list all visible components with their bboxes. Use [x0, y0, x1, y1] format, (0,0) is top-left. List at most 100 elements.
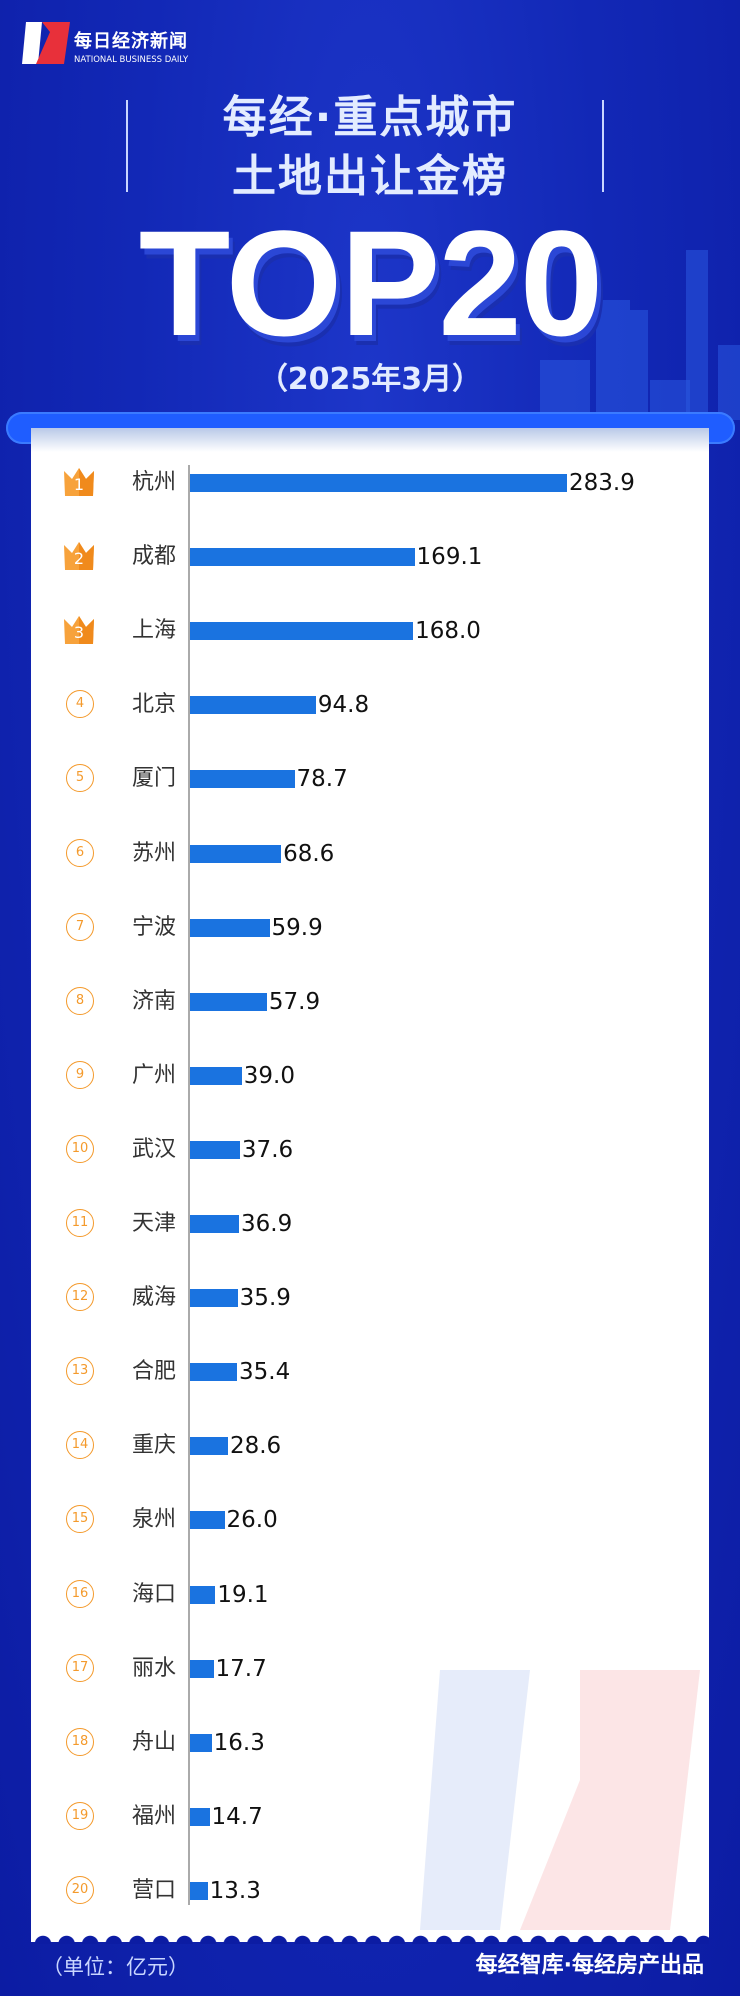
bar-row: 4 北京 94.8	[0, 685, 740, 725]
bar-category-label: 厦门	[132, 766, 177, 792]
headline: TOP20	[138, 199, 604, 367]
bar-row: 17 丽水 17.7	[0, 1649, 740, 1689]
bar-value-label: 35.9	[239, 1285, 291, 1312]
bar-row: 8 济南 57.9	[0, 982, 740, 1022]
crown-icon	[64, 542, 94, 571]
bar-value-label: 168.0	[415, 618, 481, 645]
bar-category-label: 福州	[132, 1803, 177, 1829]
rank-badge: 5	[66, 764, 94, 793]
period: （2025年3月）	[257, 362, 483, 397]
bar-category-label: 宁波	[132, 914, 177, 940]
chart-card	[31, 428, 709, 1942]
bar-value-label: 13.3	[209, 1877, 261, 1904]
title-line2: 土地出让金榜	[232, 151, 508, 202]
credit-label: 每经智库·每经房产出品	[475, 1953, 704, 1978]
title-divider-left	[126, 100, 128, 192]
rank-badge: 10	[66, 1134, 94, 1163]
bar-row: 2 成都 169.1	[0, 537, 740, 577]
bar-category-label: 杭州	[132, 470, 177, 495]
bar	[190, 1289, 238, 1308]
bar-value-label: 35.4	[239, 1359, 291, 1386]
rank-badge: 14	[66, 1431, 94, 1460]
bar-value-label: 36.9	[241, 1211, 293, 1237]
bar-value-label: 14.7	[211, 1803, 263, 1830]
bar-category-label: 营口	[132, 1877, 177, 1903]
bar-category-label: 泉州	[132, 1507, 177, 1533]
bar	[190, 1807, 210, 1826]
rank-badge: 7	[66, 912, 94, 941]
rank-number: 3	[73, 623, 85, 643]
bar-category-label: 丽水	[132, 1655, 177, 1681]
bar-row: 11 天津 36.9	[0, 1204, 740, 1244]
rank-badge: 16	[66, 1579, 94, 1608]
bar-row: 12 威海 35.9	[0, 1278, 740, 1318]
rank-badge: 9	[66, 1060, 94, 1089]
bar-category-label: 北京	[132, 692, 177, 718]
bar-value-label: 39.0	[243, 1062, 295, 1089]
logo-text-en: NATIONAL BUSINESS DAILY	[74, 55, 189, 65]
rank-number: 1	[73, 475, 85, 494]
bar	[190, 1215, 239, 1233]
bar-row: 19 福州 14.7	[0, 1797, 740, 1837]
bar-row: 5 厦门 78.7	[0, 759, 740, 799]
bar-row: 3 上海 168.0	[0, 611, 740, 651]
bar-value-label: 16.3	[213, 1729, 265, 1756]
bar-value-label: 78.7	[296, 766, 348, 793]
rank-badge: 17	[66, 1653, 94, 1682]
bar-value-label: 59.9	[271, 914, 323, 941]
bar	[190, 1140, 240, 1159]
bar-value-label: 57.9	[268, 988, 321, 1015]
bar	[190, 1585, 216, 1604]
bar-category-label: 威海	[132, 1285, 177, 1311]
bar-category-label: 武汉	[132, 1136, 177, 1162]
bar-category-label: 重庆	[132, 1433, 177, 1459]
rank-badge: 19	[66, 1801, 94, 1830]
bar	[190, 844, 282, 863]
bar	[190, 474, 567, 492]
unit-label: （单位：亿元）	[42, 1955, 189, 1979]
rank-badge: 18	[66, 1727, 94, 1756]
bar	[190, 548, 415, 567]
rank-badge: 11	[66, 1209, 94, 1237]
nbd-logo-icon	[22, 22, 70, 64]
bar-row: 13 合肥 35.4	[0, 1352, 740, 1392]
bar	[190, 622, 414, 641]
bar-value-label: 94.8	[317, 692, 370, 719]
crown-icon	[64, 468, 94, 496]
bar	[190, 1733, 212, 1752]
bar	[190, 1659, 214, 1678]
rank-badge: 13	[66, 1357, 94, 1386]
bar	[190, 770, 295, 789]
bar-value-label: 19.1	[217, 1581, 269, 1608]
bar-value-label: 68.6	[283, 840, 335, 867]
bar-category-label: 上海	[132, 618, 177, 644]
bar	[190, 696, 316, 715]
bar-row: 18 舟山 16.3	[0, 1723, 740, 1763]
bar-category-label: 广州	[132, 1062, 177, 1088]
watermark-logo-icon	[420, 1670, 700, 1930]
card-shadow	[31, 428, 709, 452]
bar-row: 16 海口 19.1	[0, 1575, 740, 1615]
bar	[190, 992, 267, 1011]
bar-row: 6 苏州 68.6	[0, 834, 740, 874]
bar-category-label: 舟山	[132, 1729, 177, 1755]
bar-category-label: 海口	[132, 1581, 177, 1607]
bar-row: 7 宁波 59.9	[0, 908, 740, 948]
bar	[190, 1363, 237, 1382]
bar	[190, 1066, 242, 1085]
bar-value-label: 28.6	[229, 1433, 282, 1460]
bar-category-label: 合肥	[132, 1359, 177, 1385]
bar-row: 15 泉州 26.0	[0, 1500, 740, 1540]
bar-row: 10 武汉 37.6	[0, 1130, 740, 1170]
bar-category-label: 天津	[132, 1211, 177, 1236]
rank-number: 2	[73, 549, 85, 569]
bar-value-label: 17.7	[215, 1655, 267, 1682]
bar	[190, 1881, 208, 1900]
bar-category-label: 成都	[132, 544, 177, 570]
bar-row: 14 重庆 28.6	[0, 1426, 740, 1466]
bar-category-label: 苏州	[132, 840, 177, 866]
bar-row: 1 杭州 283.9	[0, 463, 740, 503]
card-scallop-edge	[31, 1932, 709, 1944]
rank-badge: 20	[66, 1875, 94, 1904]
bar-value-label: 169.1	[416, 544, 483, 571]
